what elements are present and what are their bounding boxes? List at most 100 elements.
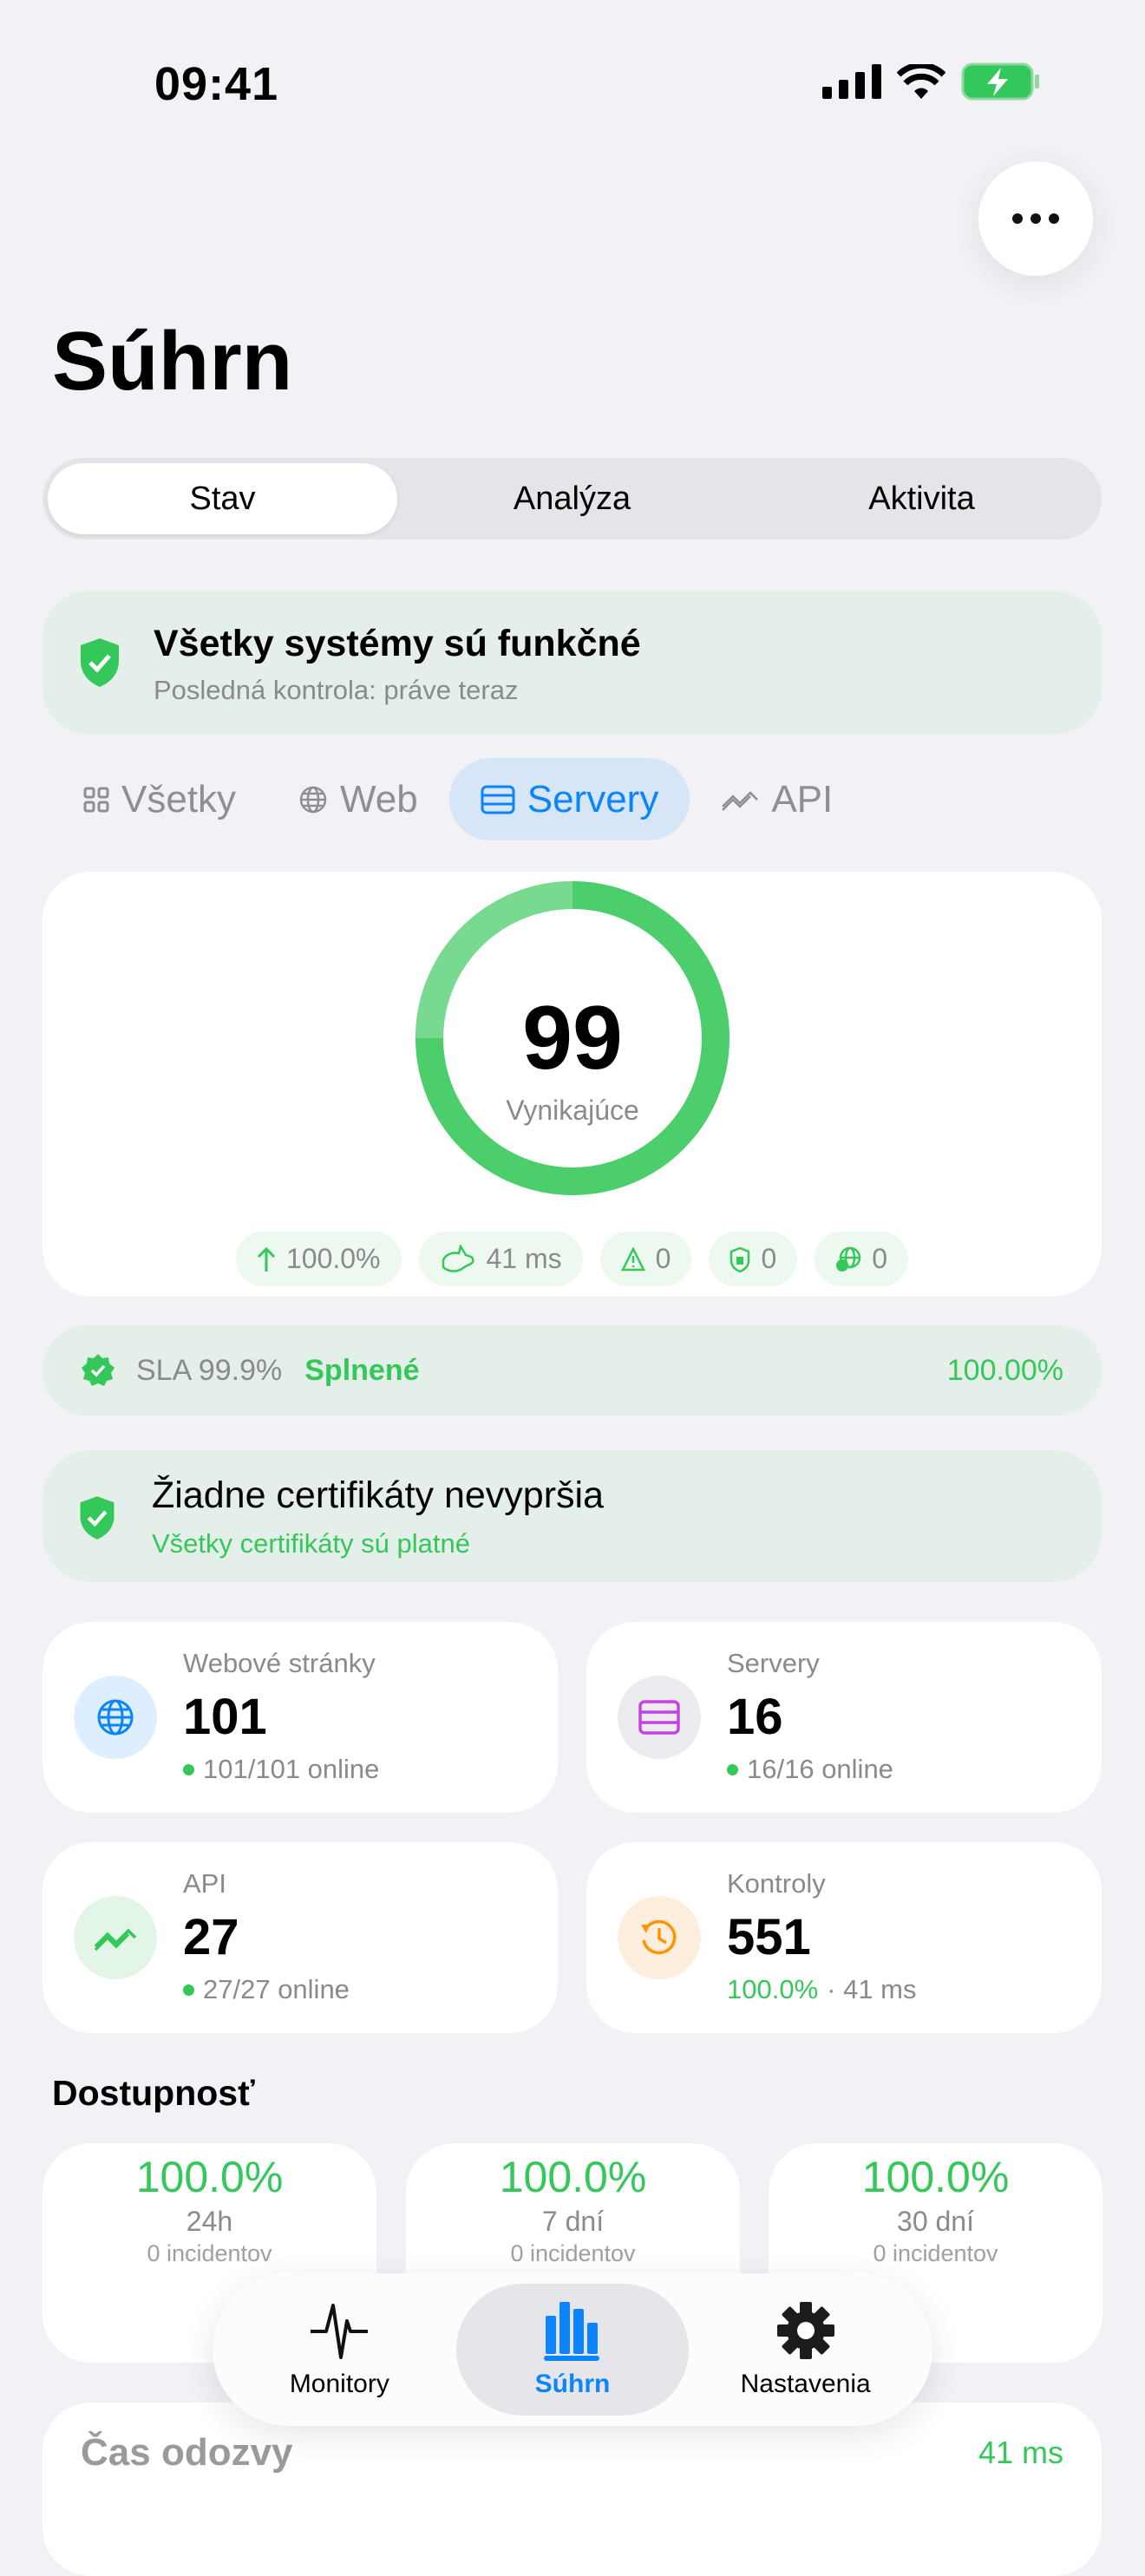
filter-api[interactable]: API [690,758,864,840]
response-pill: 41 ms [418,1232,583,1286]
stat-servers[interactable]: Servery 16 16/16 online [586,1622,1102,1813]
stat-api[interactable]: API 27 27/27 online [43,1842,558,2033]
tab-monitors[interactable]: Monitory [223,2284,456,2416]
warning-icon [620,1246,645,1271]
availability-30d: 100.0% 30 dní 0 incidentov [769,2143,1102,2363]
avail-sub: 0 incidentov [510,2240,636,2266]
arrow-up-icon [257,1246,276,1272]
avail-period: 30 dní [897,2206,974,2237]
shield-check-icon [81,638,119,687]
sla-value: 100.00% [946,1353,1063,1387]
filter-label: Servery [527,777,659,821]
stat-value: 551 [727,1909,811,1965]
history-icon [618,1896,701,1979]
score-ring [415,881,730,1195]
stat-sub-text: · 41 ms [827,1974,917,2004]
status-time: 09:41 [154,58,279,110]
segment-analyza[interactable]: Analýza [513,480,631,517]
stat-label: Kontroly [727,1868,826,1899]
avail-period: 7 dní [541,2206,605,2237]
pill-value: 0 [655,1243,671,1274]
filter-web[interactable]: Web [267,758,449,840]
stat-value: 16 [727,1689,783,1745]
more-button[interactable] [978,161,1093,276]
pill-value: 0 [761,1243,777,1274]
segment-stav[interactable]: Stav [48,463,397,534]
avail-percent: 100.0% [499,2153,647,2201]
stat-sub-green: 100.0% [727,1974,819,2004]
stat-sub: 27/27 online [183,1974,350,2005]
tab-label: Monitory [289,2370,389,2398]
battery-charging-icon [961,62,1039,101]
stat-sub-text: 101/101 online [203,1754,380,1784]
segmented-control: Stav Analýza Aktivita [43,458,1102,539]
page-title: Súhrn [52,315,293,408]
waveform-pulse-icon [311,2304,369,2359]
sla-label: SLA 99.9% [136,1353,283,1387]
filter-label: API [771,777,834,821]
certs-subtitle: Všetky certifikáty sú platné [152,1528,470,1559]
response-time-card: Čas odozvy 41 ms [43,2403,1102,2576]
availability-title: Dostupnosť [52,2073,255,2113]
avail-sub: 0 incidentov [873,2240,998,2266]
pill-value: 100.0% [285,1243,381,1274]
badge-check-icon [82,1354,114,1386]
avail-period: 24h [186,2206,233,2237]
avail-sub: 0 incidentov [147,2240,272,2266]
stat-websites[interactable]: Webové stránky 101 101/101 online [43,1622,558,1813]
tab-label: Súhrn [534,2370,611,2398]
tab-bar: Monitory Súhrn Nastavenia [213,2273,932,2426]
api-icon [722,790,759,811]
filter-label: Web [340,777,418,821]
stat-label: Webové stránky [183,1648,376,1678]
sla-bar: SLA 99.9% Splnené 100.00% [43,1325,1102,1415]
ssl-pill: 0 [709,1232,798,1286]
filter-servers[interactable]: Servery [448,758,690,840]
stat-sub-text: 16/16 online [747,1754,893,1784]
certificates-banner: Žiadne certifikáty nevypršia Všetky cert… [43,1450,1102,1582]
health-score-card [43,872,1102,1297]
avail-percent: 100.0% [135,2153,284,2201]
incidents-pill: 0 [599,1232,692,1286]
response-title: Čas odozvy [81,2431,293,2474]
tab-settings[interactable]: Nastavenia [689,2284,922,2416]
uptime-pill: 100.0% [235,1232,402,1286]
stat-checks[interactable]: Kontroly 551 100.0% · 41 ms [586,1842,1102,2033]
stat-label: API [183,1868,226,1899]
filter-all[interactable]: Všetky [52,758,267,840]
avail-percent: 100.0% [861,2153,1010,2201]
globe-icon [299,786,327,813]
globe-clock-icon [836,1246,861,1272]
stat-value: 27 [183,1909,239,1965]
tab-label: Nastavenia [740,2370,871,2398]
domain-pill: 0 [815,1232,909,1286]
status-icons [822,62,1041,101]
stat-label: Servery [727,1648,820,1678]
stat-sub: 101/101 online [183,1754,379,1785]
stat-value: 101 [183,1689,267,1745]
score-label: Vynikajúce [506,1095,639,1126]
stat-sub-text: 27/27 online [203,1974,350,2004]
server-icon [481,785,515,814]
wifi-icon [897,64,945,99]
metric-pills: 100.0% 41 ms 0 0 0 [43,1232,1102,1286]
banner-title: Všetky systémy sú funkčné [154,623,641,664]
tab-summary[interactable]: Súhrn [455,2284,690,2416]
server-icon [618,1676,701,1759]
stat-sub: 100.0% · 41 ms [727,1974,917,2005]
shield-check-icon [80,1496,114,1540]
sla-status: Splnené [304,1353,420,1387]
segment-aktivita[interactable]: Aktivita [868,480,975,517]
signal-icon [822,64,881,99]
shield-lock-icon [730,1246,750,1272]
banner-subtitle: Posledná kontrola: práve teraz [154,675,519,705]
api-icon [74,1896,157,1979]
score-value: 99 [522,988,623,1089]
chart-bar-icon [544,2302,599,2361]
status-banner: Všetky systémy sú funkčné Posledná kontr… [43,592,1102,734]
filter-chips: Všetky Web Servery API [52,758,864,840]
pill-value: 0 [872,1243,888,1274]
globe-icon [74,1676,157,1759]
rabbit-icon [442,1244,474,1272]
filter-label: Všetky [121,777,237,821]
